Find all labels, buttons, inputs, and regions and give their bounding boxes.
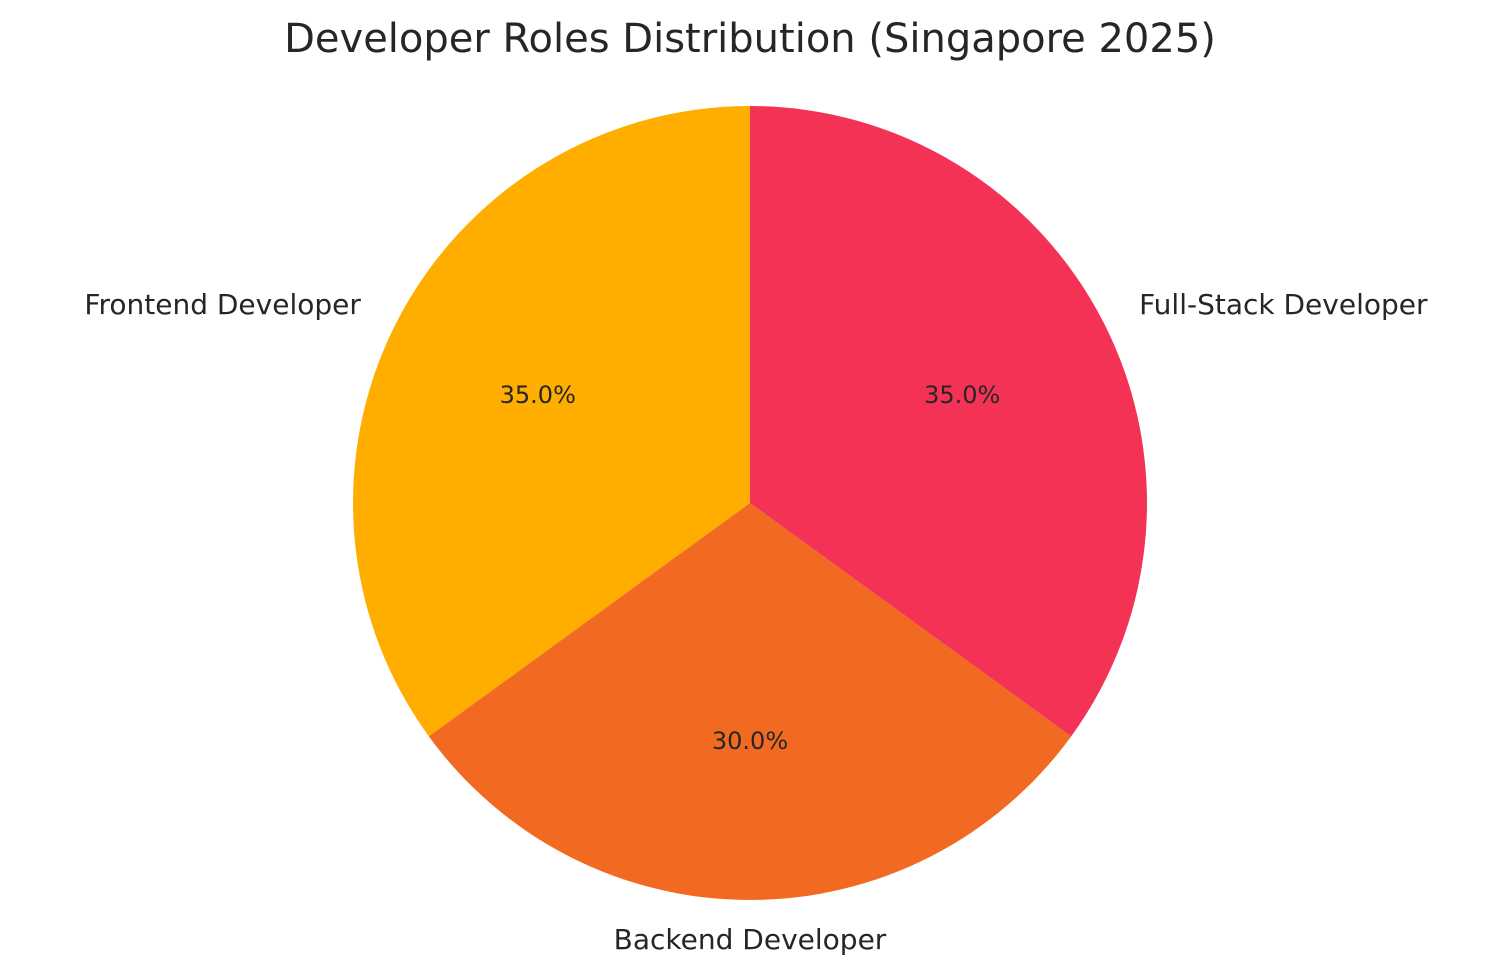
slice-label: Frontend Developer	[84, 288, 361, 321]
pie-slice-frontend-developer	[352, 106, 750, 737]
pie-labels: Frontend Developer 35.0% Backend Developer…	[84, 288, 1428, 956]
slice-label: Backend Developer	[614, 923, 887, 956]
slice-percent-label: 35.0%	[924, 381, 1000, 409]
pie-slice-full-stack-developer	[750, 106, 1147, 737]
pie-slice-backend-developer	[428, 503, 1072, 900]
slice-percent-label: 35.0%	[500, 381, 576, 409]
pie-slices	[352, 106, 1147, 900]
slice-label: Full-Stack Developer	[1139, 288, 1428, 321]
chart-title: Developer Roles Distribution (Singapore …	[284, 16, 1216, 62]
slice-percent-label: 30.0%	[712, 727, 788, 755]
